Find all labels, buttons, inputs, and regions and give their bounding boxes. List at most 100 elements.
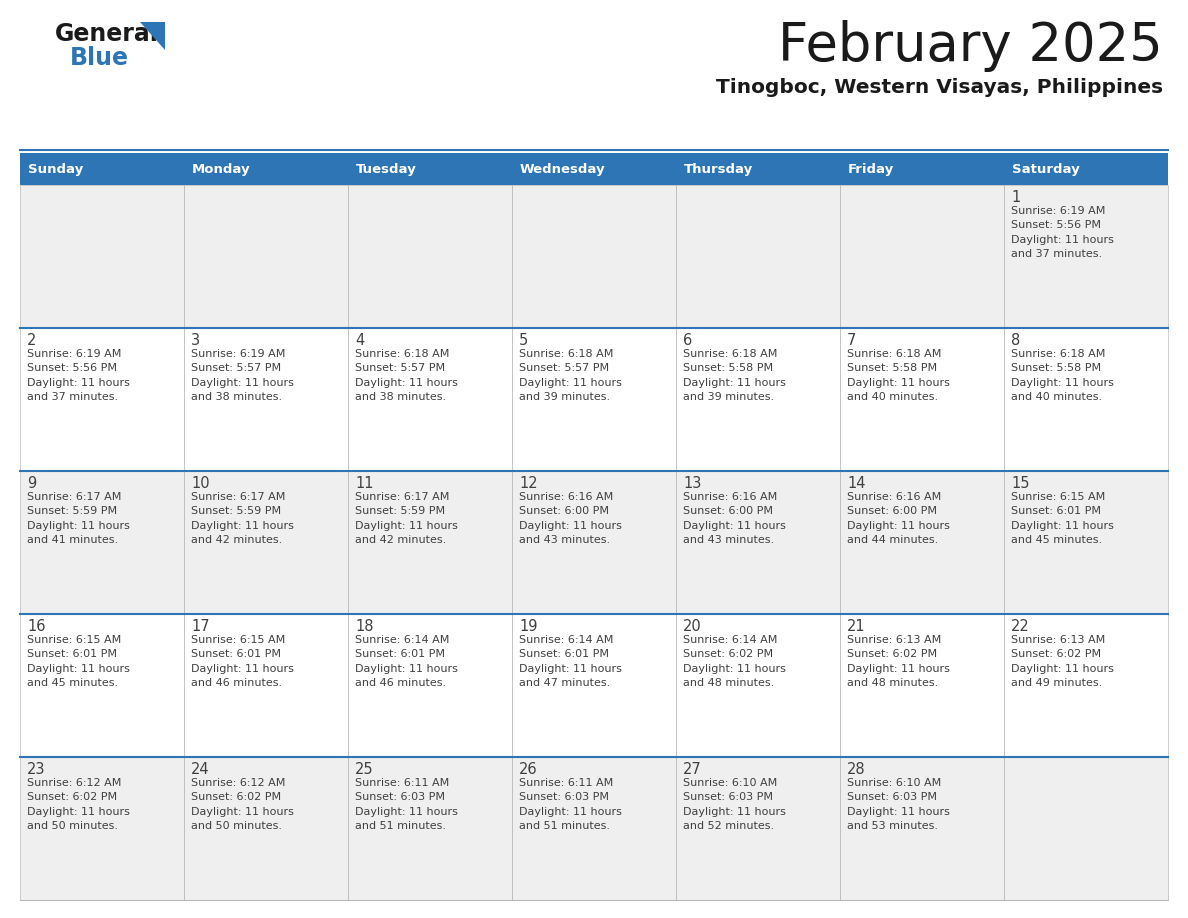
Bar xyxy=(1004,757,1168,900)
Bar xyxy=(184,328,348,471)
Text: Saturday: Saturday xyxy=(1012,162,1080,175)
Text: Sunrise: 6:19 AM: Sunrise: 6:19 AM xyxy=(191,349,285,359)
Text: 10: 10 xyxy=(191,476,209,491)
Text: and 39 minutes.: and 39 minutes. xyxy=(683,392,775,402)
Text: and 45 minutes.: and 45 minutes. xyxy=(1011,535,1102,545)
Bar xyxy=(512,153,676,185)
Text: Sunset: 6:01 PM: Sunset: 6:01 PM xyxy=(519,649,609,659)
Text: and 38 minutes.: and 38 minutes. xyxy=(191,392,282,402)
Bar xyxy=(20,328,184,471)
Text: and 48 minutes.: and 48 minutes. xyxy=(683,678,775,688)
Text: 8: 8 xyxy=(1011,333,1020,348)
Text: 1: 1 xyxy=(1011,190,1020,205)
Bar xyxy=(348,757,512,900)
Text: Sunset: 6:00 PM: Sunset: 6:00 PM xyxy=(519,506,609,516)
Text: Sunset: 5:56 PM: Sunset: 5:56 PM xyxy=(27,364,116,374)
Bar xyxy=(512,471,676,614)
Text: Sunset: 6:01 PM: Sunset: 6:01 PM xyxy=(1011,506,1101,516)
Bar xyxy=(184,185,348,328)
Text: Sunset: 6:01 PM: Sunset: 6:01 PM xyxy=(191,649,282,659)
Text: and 48 minutes.: and 48 minutes. xyxy=(847,678,939,688)
Bar xyxy=(512,185,676,328)
Text: Daylight: 11 hours: Daylight: 11 hours xyxy=(27,521,129,531)
Text: 20: 20 xyxy=(683,619,702,634)
Text: Sunrise: 6:10 AM: Sunrise: 6:10 AM xyxy=(847,778,941,788)
Text: Sunrise: 6:15 AM: Sunrise: 6:15 AM xyxy=(1011,492,1105,502)
Text: and 47 minutes.: and 47 minutes. xyxy=(519,678,611,688)
Bar xyxy=(1004,614,1168,757)
Polygon shape xyxy=(140,22,165,50)
Text: Daylight: 11 hours: Daylight: 11 hours xyxy=(683,377,786,387)
Text: Sunrise: 6:15 AM: Sunrise: 6:15 AM xyxy=(27,634,121,644)
Text: 12: 12 xyxy=(519,476,538,491)
Text: Daylight: 11 hours: Daylight: 11 hours xyxy=(1011,521,1114,531)
Text: Sunrise: 6:11 AM: Sunrise: 6:11 AM xyxy=(355,778,449,788)
Text: Sunrise: 6:17 AM: Sunrise: 6:17 AM xyxy=(27,492,121,502)
Text: and 40 minutes.: and 40 minutes. xyxy=(847,392,939,402)
Text: Sunset: 5:59 PM: Sunset: 5:59 PM xyxy=(355,506,446,516)
Text: and 51 minutes.: and 51 minutes. xyxy=(519,822,609,832)
Text: and 43 minutes.: and 43 minutes. xyxy=(683,535,775,545)
Text: Sunset: 6:02 PM: Sunset: 6:02 PM xyxy=(191,792,282,802)
Text: and 41 minutes.: and 41 minutes. xyxy=(27,535,118,545)
Text: Monday: Monday xyxy=(192,162,251,175)
Text: and 42 minutes.: and 42 minutes. xyxy=(191,535,283,545)
Text: and 50 minutes.: and 50 minutes. xyxy=(191,822,282,832)
Text: and 42 minutes.: and 42 minutes. xyxy=(355,535,447,545)
Bar xyxy=(512,614,676,757)
Text: 25: 25 xyxy=(355,762,373,777)
Text: Sunrise: 6:17 AM: Sunrise: 6:17 AM xyxy=(191,492,285,502)
Bar xyxy=(184,471,348,614)
Text: Sunset: 5:57 PM: Sunset: 5:57 PM xyxy=(191,364,282,374)
Text: 4: 4 xyxy=(355,333,365,348)
Bar xyxy=(676,153,840,185)
Bar xyxy=(1004,328,1168,471)
Text: Tinogboc, Western Visayas, Philippines: Tinogboc, Western Visayas, Philippines xyxy=(716,78,1163,97)
Text: Sunset: 6:02 PM: Sunset: 6:02 PM xyxy=(847,649,937,659)
Text: Sunrise: 6:18 AM: Sunrise: 6:18 AM xyxy=(1011,349,1105,359)
Bar xyxy=(348,328,512,471)
Bar xyxy=(840,153,1004,185)
Text: 14: 14 xyxy=(847,476,866,491)
Text: Sunrise: 6:12 AM: Sunrise: 6:12 AM xyxy=(191,778,285,788)
Text: and 39 minutes.: and 39 minutes. xyxy=(519,392,611,402)
Bar xyxy=(184,757,348,900)
Bar xyxy=(348,614,512,757)
Text: and 37 minutes.: and 37 minutes. xyxy=(1011,250,1102,259)
Text: Friday: Friday xyxy=(848,162,895,175)
Bar xyxy=(1004,153,1168,185)
Text: 16: 16 xyxy=(27,619,45,634)
Text: 21: 21 xyxy=(847,619,866,634)
Text: February 2025: February 2025 xyxy=(778,20,1163,72)
Bar xyxy=(20,185,184,328)
Text: 22: 22 xyxy=(1011,619,1030,634)
Text: 2: 2 xyxy=(27,333,37,348)
Bar xyxy=(1004,471,1168,614)
Text: Daylight: 11 hours: Daylight: 11 hours xyxy=(27,807,129,817)
Text: Sunset: 5:58 PM: Sunset: 5:58 PM xyxy=(683,364,773,374)
Bar xyxy=(1004,185,1168,328)
Text: Sunrise: 6:12 AM: Sunrise: 6:12 AM xyxy=(27,778,121,788)
Text: Sunrise: 6:13 AM: Sunrise: 6:13 AM xyxy=(847,634,941,644)
Text: Sunset: 6:02 PM: Sunset: 6:02 PM xyxy=(1011,649,1101,659)
Bar xyxy=(20,614,184,757)
Text: Sunrise: 6:11 AM: Sunrise: 6:11 AM xyxy=(519,778,613,788)
Text: Sunset: 5:59 PM: Sunset: 5:59 PM xyxy=(27,506,118,516)
Bar xyxy=(20,153,184,185)
Text: Daylight: 11 hours: Daylight: 11 hours xyxy=(27,664,129,674)
Bar xyxy=(348,471,512,614)
Bar xyxy=(840,328,1004,471)
Bar xyxy=(348,153,512,185)
Text: Daylight: 11 hours: Daylight: 11 hours xyxy=(847,807,950,817)
Text: Daylight: 11 hours: Daylight: 11 hours xyxy=(355,807,457,817)
Bar xyxy=(676,614,840,757)
Text: Sunset: 6:03 PM: Sunset: 6:03 PM xyxy=(519,792,609,802)
Text: Sunrise: 6:13 AM: Sunrise: 6:13 AM xyxy=(1011,634,1105,644)
Bar xyxy=(512,757,676,900)
Text: Wednesday: Wednesday xyxy=(520,162,606,175)
Text: Sunset: 5:59 PM: Sunset: 5:59 PM xyxy=(191,506,282,516)
Text: Daylight: 11 hours: Daylight: 11 hours xyxy=(191,664,293,674)
Text: Sunset: 6:02 PM: Sunset: 6:02 PM xyxy=(683,649,773,659)
Text: Daylight: 11 hours: Daylight: 11 hours xyxy=(1011,664,1114,674)
Text: Daylight: 11 hours: Daylight: 11 hours xyxy=(1011,377,1114,387)
